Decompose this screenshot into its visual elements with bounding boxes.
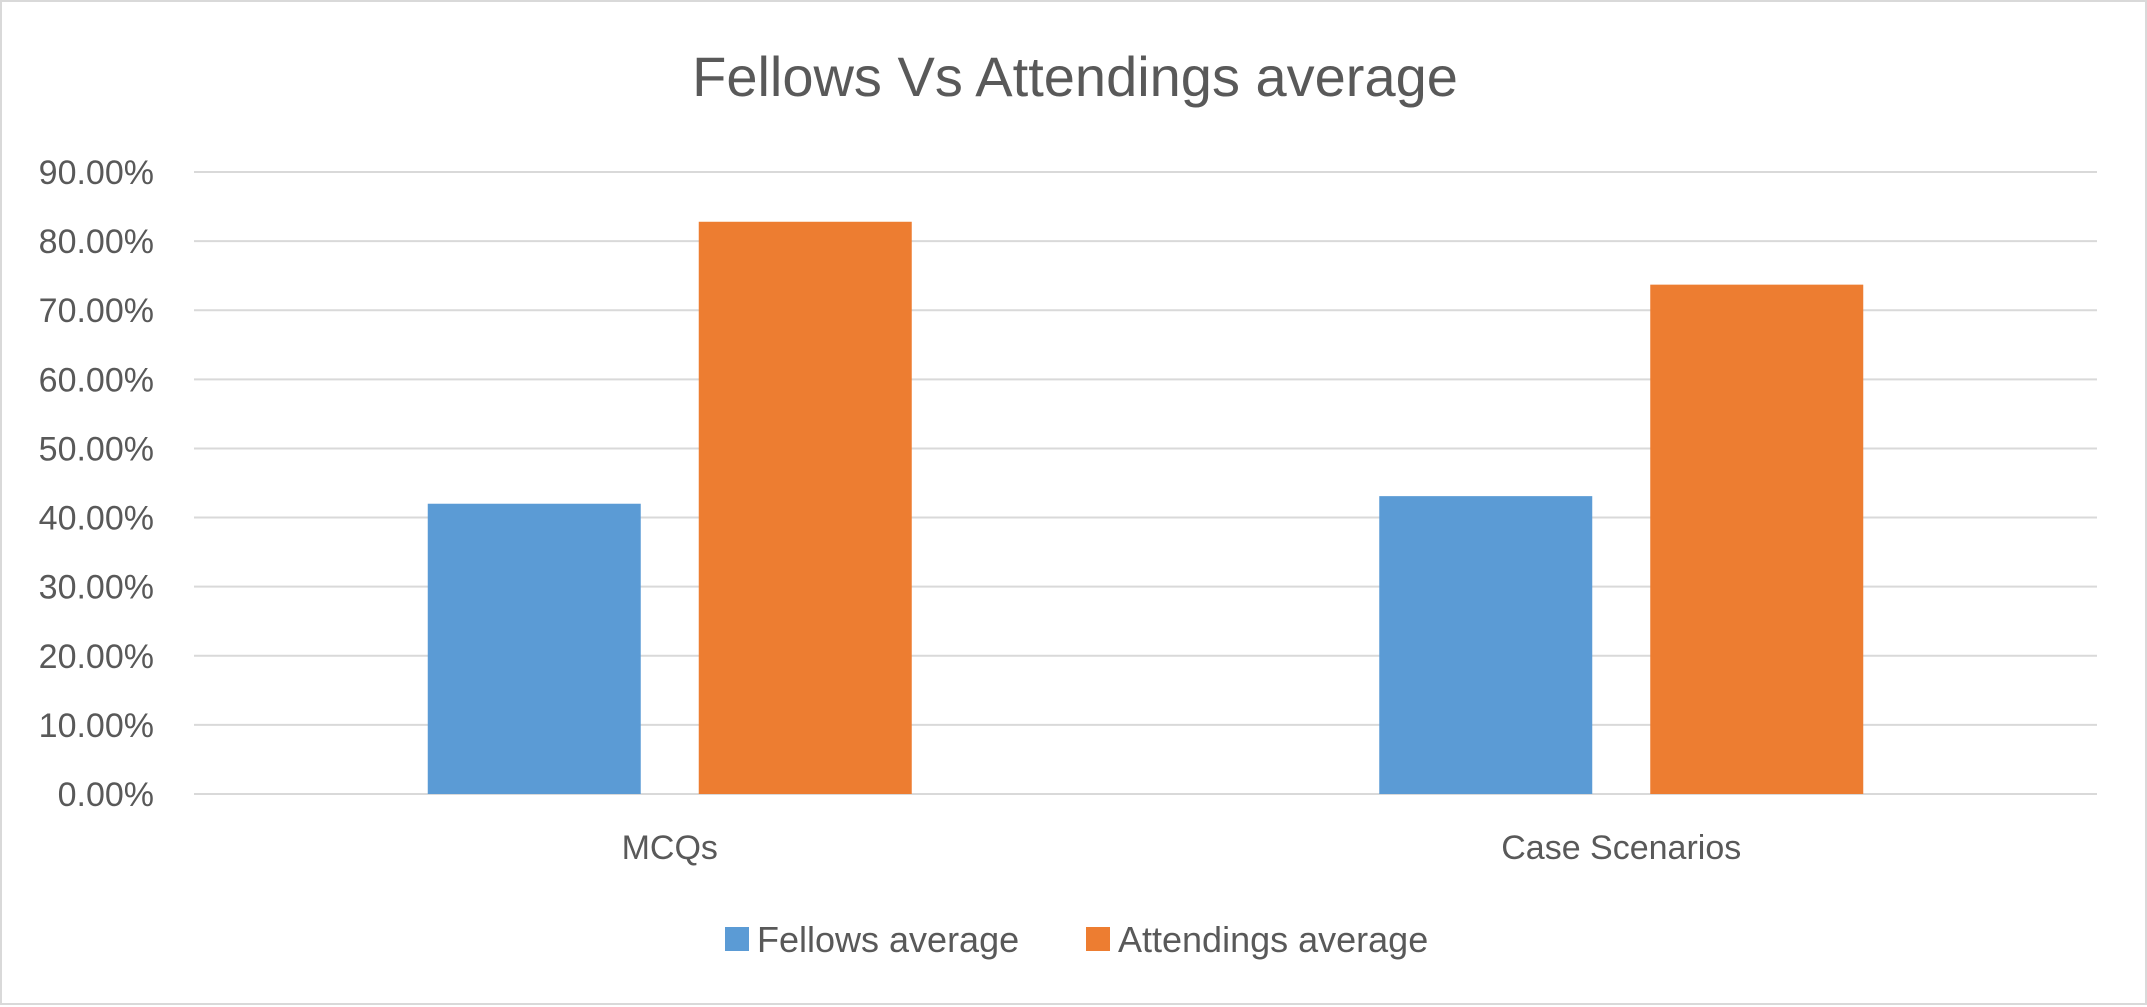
y-tick-label: 10.00% bbox=[39, 707, 154, 745]
legend: Fellows average Attendings average bbox=[725, 919, 1428, 960]
y-tick-label: 80.00% bbox=[39, 223, 154, 261]
x-axis-categories: MCQs Case Scenarios bbox=[622, 829, 1742, 867]
y-axis-ticks: 0.00% 10.00% 20.00% 30.00% 40.00% 50.00% 60.00… bbox=[39, 154, 154, 814]
legend-label: Fellows average bbox=[757, 919, 1019, 960]
y-tick-label: 60.00% bbox=[39, 361, 154, 399]
y-tick-label: 40.00% bbox=[39, 500, 154, 538]
bar-fellows-average-1 bbox=[1379, 496, 1593, 794]
y-tick-label: 30.00% bbox=[39, 569, 154, 607]
x-category-label: MCQs bbox=[622, 829, 718, 867]
legend-swatch bbox=[1086, 927, 1110, 951]
y-tick-label: 20.00% bbox=[39, 638, 154, 676]
bar-attendings-average-0 bbox=[698, 221, 912, 794]
y-tick-label: 50.00% bbox=[39, 430, 154, 468]
bar-attendings-average-1 bbox=[1650, 284, 1864, 794]
legend-label: Attendings average bbox=[1118, 919, 1428, 960]
x-category-label: Case Scenarios bbox=[1501, 829, 1741, 867]
y-tick-label: 90.00% bbox=[39, 154, 154, 192]
bar-fellows-average-0 bbox=[427, 503, 641, 794]
legend-swatch bbox=[725, 927, 749, 951]
y-tick-label: 70.00% bbox=[39, 292, 154, 330]
bars bbox=[427, 221, 1864, 794]
chart-title: Fellows Vs Attendings average bbox=[692, 45, 1458, 108]
y-tick-label: 0.00% bbox=[58, 776, 154, 814]
